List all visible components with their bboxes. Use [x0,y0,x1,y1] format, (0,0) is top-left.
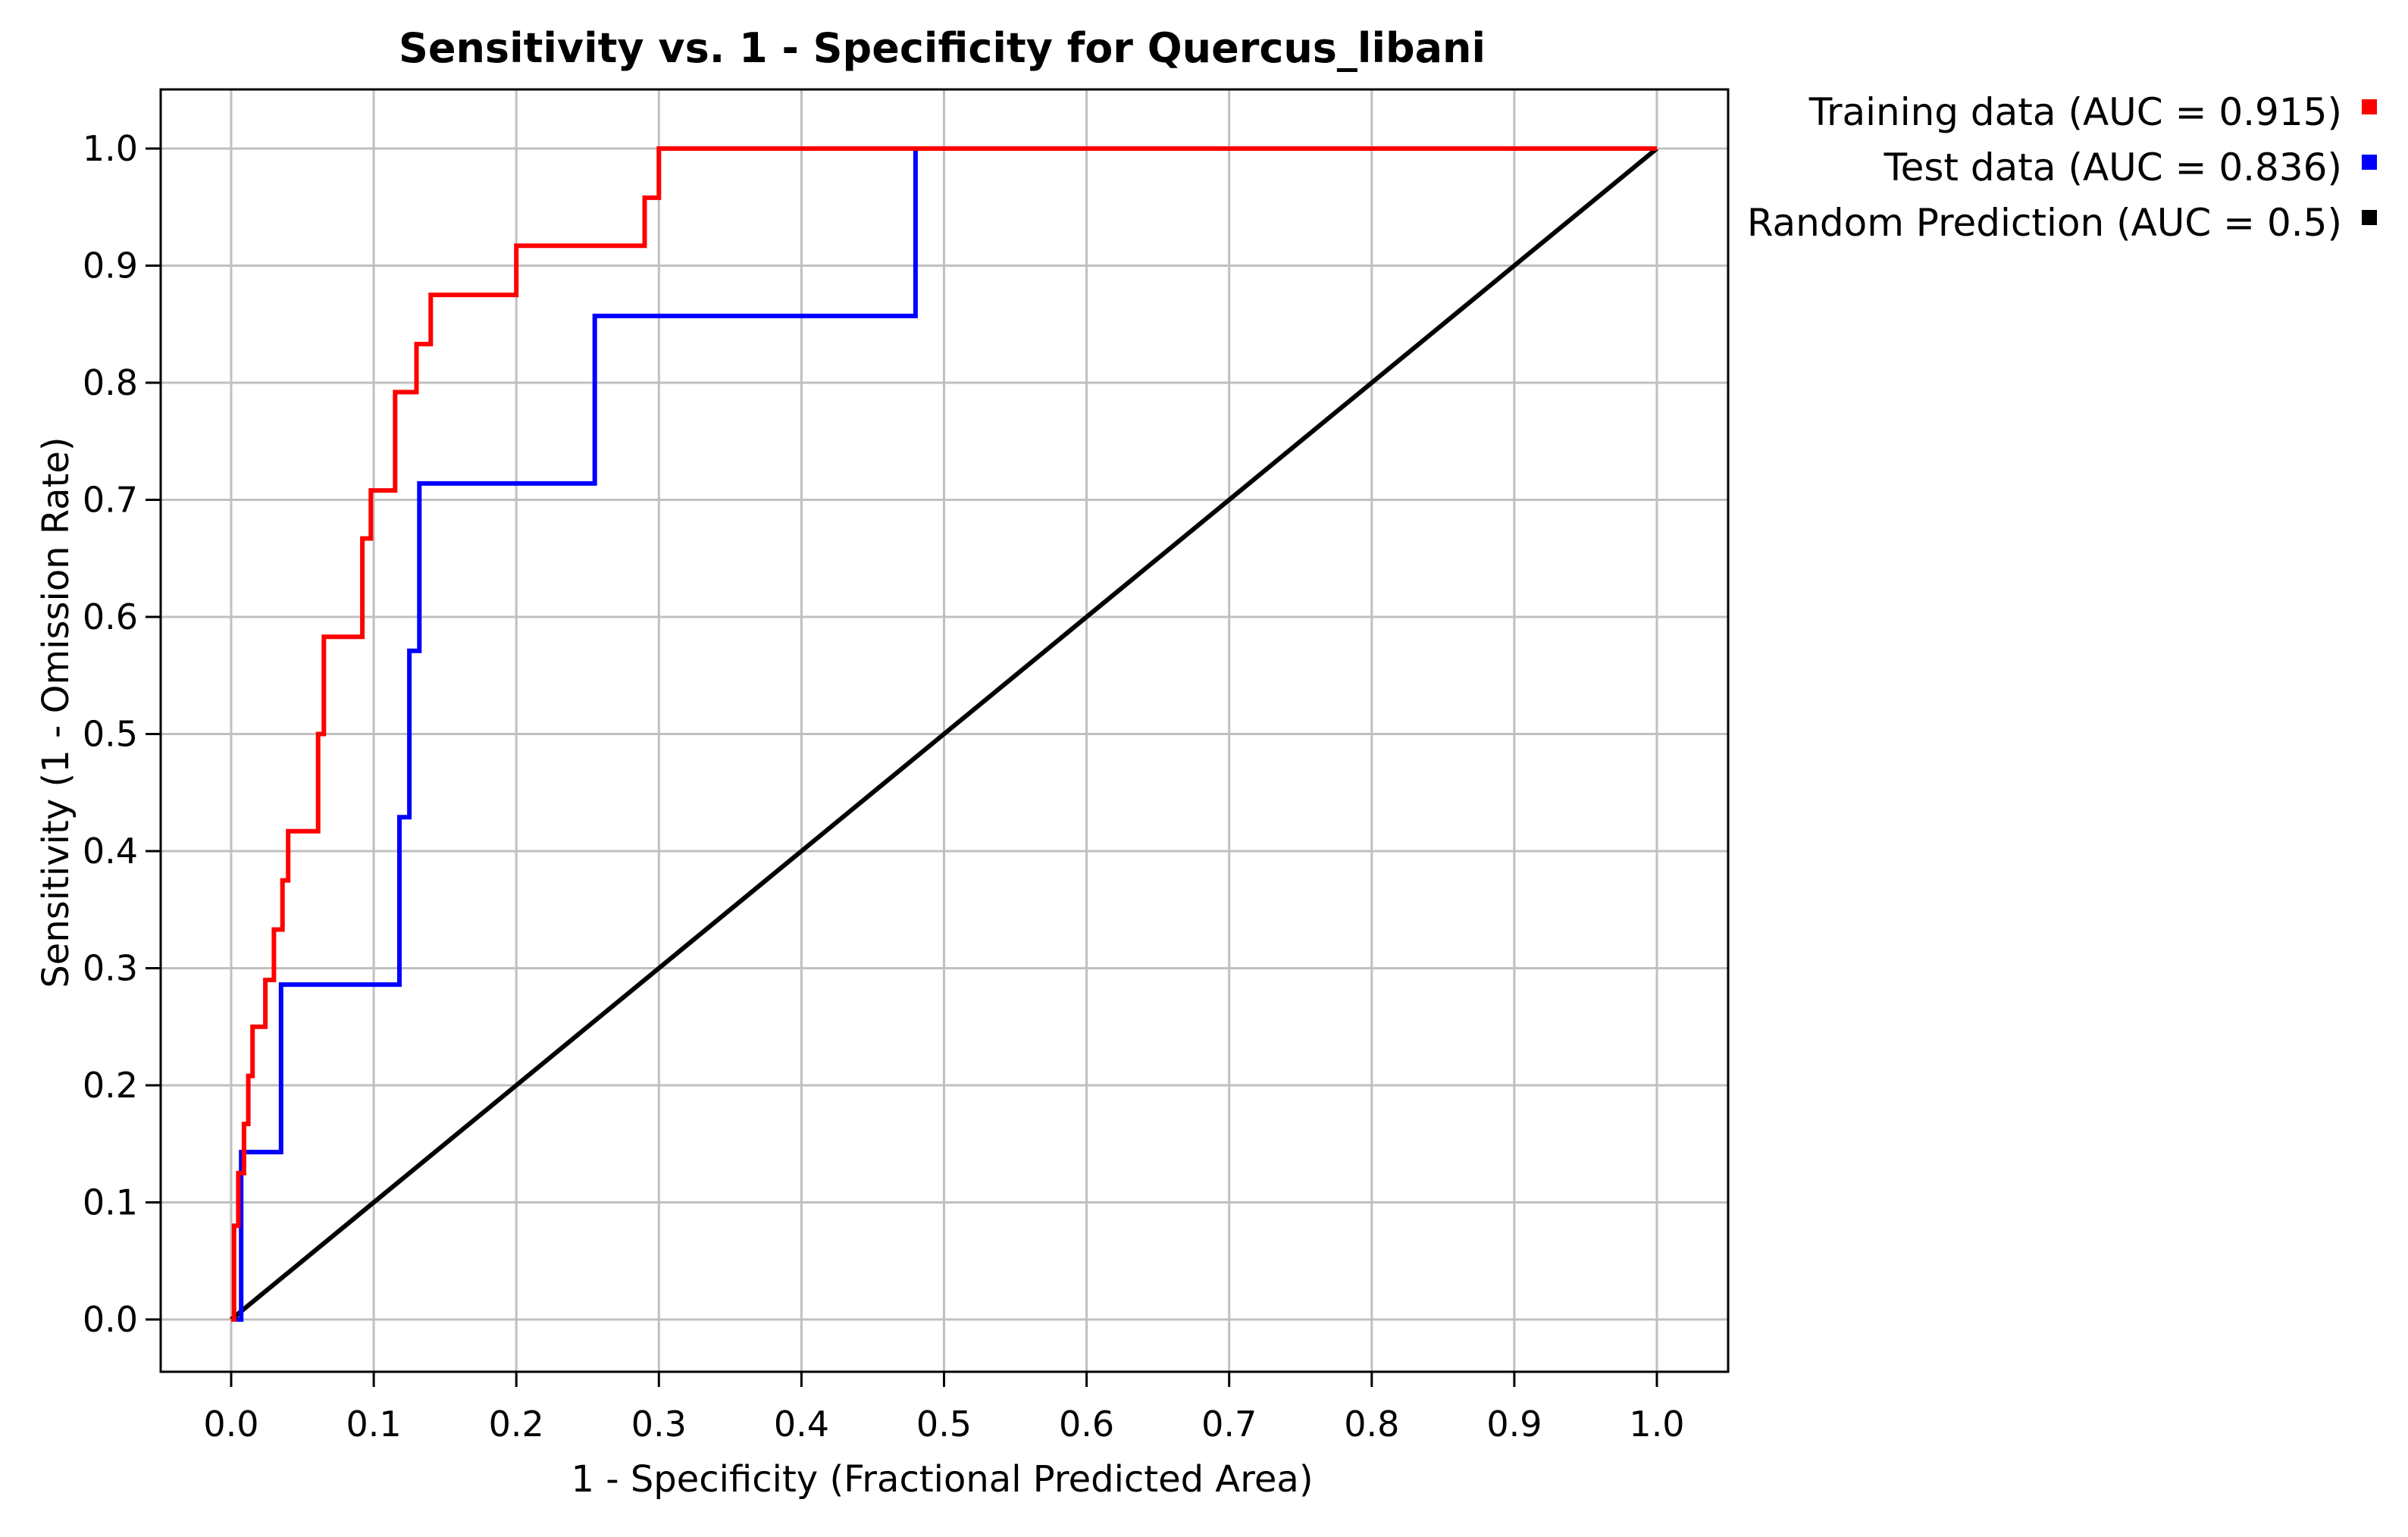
legend-entry-random-swatch [2362,210,2377,225]
x-tick-label: 0.5 [916,1404,972,1445]
training-data-line [231,146,1657,1322]
legend-entry-training-label: Training data (AUC = 0.915) [1808,90,2342,134]
x-tick-label: 0.4 [774,1404,829,1445]
x-tick-label: 0.0 [203,1404,258,1445]
y-tick-label: 0.5 [83,714,138,755]
legend-entry-training-swatch [2362,99,2377,114]
x-tick-label: 0.8 [1344,1404,1399,1445]
legend: Training data (AUC = 0.915) Test data (AU… [1747,90,2377,245]
legend-entry-test-swatch [2362,155,2377,170]
y-tick-label: 0.7 [83,480,138,521]
y-tick-label: 0.2 [83,1065,138,1106]
x-tick-label: 0.6 [1059,1404,1114,1445]
x-tick-label: 0.2 [489,1404,544,1445]
x-tick-label: 0.9 [1486,1404,1542,1445]
x-tick-label: 1.0 [1629,1404,1684,1445]
y-axis-ticks: 0.0 0.1 0.2 0.3 0.4 0.5 0.6 0.7 0.8 0.9 1.0 [83,128,161,1340]
x-axis-ticks: 0.0 0.1 0.2 0.3 0.4 0.5 0.6 0.7 0.8 0.9 1.0 [203,1372,1685,1445]
legend-entry-random-label: Random Prediction (AUC = 0.5) [1747,201,2342,245]
legend-entry-test-label: Test data (AUC = 0.836) [1884,146,2342,189]
y-tick-label: 0.8 [83,362,138,403]
x-tick-label: 0.7 [1201,1404,1257,1445]
y-axis-label: Sensitivity (1 - Omission Rate) [35,437,77,988]
x-axis-label: 1 - Specificity (Fractional Predicted Ar… [571,1458,1313,1501]
y-tick-label: 0.0 [83,1299,138,1340]
random-prediction-line [230,146,1658,1322]
y-tick-label: 0.3 [83,948,138,989]
test-data-line [231,146,1657,1322]
x-tick-label: 0.1 [346,1404,402,1445]
series-layer [230,146,1658,1322]
y-tick-label: 0.1 [83,1182,138,1223]
y-tick-label: 1.0 [83,128,138,169]
y-tick-label: 0.6 [83,596,138,637]
y-tick-label: 0.9 [83,246,138,286]
chart-title: Sensitivity vs. 1 - Specificity for Quer… [399,24,1486,72]
x-tick-label: 0.3 [631,1404,687,1445]
y-tick-label: 0.4 [83,831,138,872]
